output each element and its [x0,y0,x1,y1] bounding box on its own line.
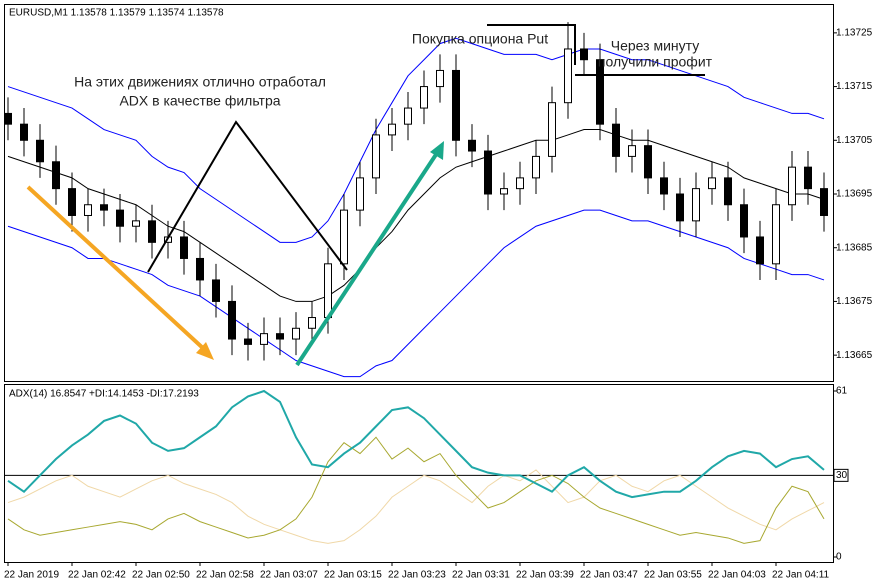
indicator-line [7,469,825,544]
candle-body [420,86,428,109]
candle-body [452,69,460,141]
x-tick-label: 22 Jan 03:07 [260,570,318,581]
x-tick-label: 22 Jan 03:55 [644,570,702,581]
put-marker [487,24,576,65]
candle-body [564,48,572,104]
candle-body [708,177,716,190]
x-tick-label: 22 Jan 04:03 [708,570,766,581]
candle-body [324,263,332,319]
candle-body [388,123,396,136]
candle-body [436,69,444,88]
x-tick-label: 22 Jan 04:11 [772,570,830,581]
candle-body [340,209,348,265]
candle-body [52,161,60,190]
candle-body [772,204,780,265]
candle-body [212,279,220,302]
annotation: Покупка опциона Put [412,31,548,47]
candle-body [372,134,380,179]
candle-body [148,220,156,243]
candle-body [788,166,796,206]
candle-body [100,204,108,211]
candle-body [36,139,44,163]
y-tick-label: 1.13715 [836,81,873,92]
annotation: Через минуту [611,38,699,54]
candle-body [612,123,620,157]
candle-body [660,177,668,195]
candle-body [20,123,28,141]
y-tick-label: 30 [836,470,848,481]
candle-body [740,204,748,238]
candle-body [356,177,364,211]
candle-body [628,145,636,157]
x-tick-label: 22 Jan 03:15 [324,570,382,581]
candle-body [804,166,812,190]
annotation: получили профит [598,54,713,70]
candle-body [276,333,284,340]
candle-body [692,188,700,222]
price-header: EURUSD,M1 1.13578 1.13579 1.13574 1.1357… [9,8,224,19]
y-tick-label: 1.13725 [836,27,873,38]
x-tick-label: 22 Jan 03:23 [388,570,446,581]
candle-body [132,220,140,227]
candle-body [484,150,492,195]
candle-body [516,177,524,190]
zigzag [147,120,348,273]
candle-body [260,333,268,345]
x-tick-label: 22 Jan 03:31 [452,570,510,581]
x-tick-label: 22 Jan 02:42 [68,570,126,581]
indicator-line [7,209,825,378]
candle-body [532,155,540,179]
plot: 1.13665 1.13675 1.13685 1.13695 1.13705 1.137… [4,22,873,581]
candle-body [244,338,252,345]
x-tick-label: 22 Jan 02:58 [196,570,254,581]
y-tick-label: 1.13705 [836,135,873,146]
adx-header: ADX(14) 16.8547 +DI:14.1453 -DI:17.2193 [9,389,199,400]
indicator-line [7,389,825,499]
x-tick-label: 22 Jan 2019 [4,570,59,581]
x-tick-label: 22 Jan 03:47 [580,570,638,581]
x-tick-label: 22 Jan 02:50 [132,570,190,581]
annotation: На этих движениях отлично отработал [74,74,326,90]
candle-body [228,300,236,340]
up-arrow [295,151,439,367]
candle-body [4,112,12,125]
candle-body [580,48,588,61]
candle-body [308,317,316,329]
candle-body [500,188,508,195]
candle-body [404,107,412,125]
down-arrowhead [196,342,214,360]
candle-body [116,209,124,227]
candle-body [676,193,684,222]
candle-body [68,188,76,216]
indicator-line [7,129,825,302]
candle-body [468,139,476,152]
candle-body [644,145,652,179]
candle-body [292,327,300,340]
x-tick-label: 22 Jan 03:39 [516,570,574,581]
indicator-line [7,37,825,243]
up-arrowhead [430,141,444,160]
candle-body [196,257,204,281]
candle-body [548,102,556,157]
down-arrow [26,185,207,352]
candle-body [84,204,92,216]
candle-body [756,236,764,265]
candle-body [724,177,732,206]
y-tick-label: 61 [836,386,848,397]
level-label-box [833,468,849,482]
y-tick-label: 1.13695 [836,189,873,200]
candle-body [820,188,828,216]
annotation: ADX в качестве фильтра [119,93,280,109]
y-tick-label: 1.13685 [836,242,873,253]
y-tick-label: 1.13675 [836,296,873,307]
candle-body [596,59,604,125]
y-tick-label: 1.13665 [836,350,873,361]
candle-body [180,236,188,259]
y-tick-label: 0 [836,552,842,563]
price-panel [4,4,834,382]
indicator-line [7,436,825,544]
